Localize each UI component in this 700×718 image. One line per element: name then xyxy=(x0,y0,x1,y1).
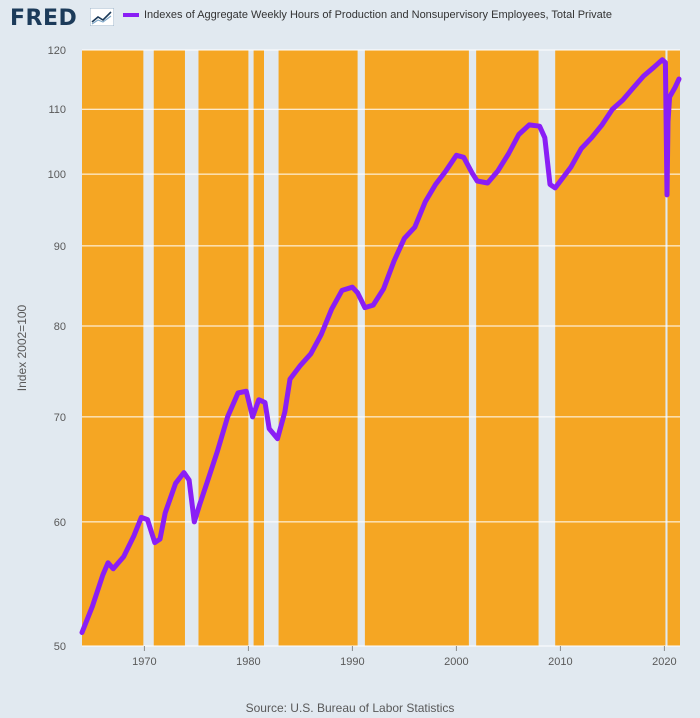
x-tick-label: 2020 xyxy=(652,656,676,668)
legend[interactable]: Indexes of Aggregate Weekly Hours of Pro… xyxy=(123,9,612,21)
x-tick-label: 1990 xyxy=(340,656,364,668)
y-axis-label: Index 2002=100 xyxy=(15,304,29,391)
recession-band xyxy=(665,50,668,646)
recession-band xyxy=(468,50,477,646)
x-tick-label: 2010 xyxy=(548,656,572,668)
recession-band xyxy=(184,50,199,646)
legend-swatch xyxy=(123,13,139,17)
fred-logo-graph-icon xyxy=(90,8,114,26)
y-tick-label: 110 xyxy=(48,104,66,116)
legend-label: Indexes of Aggregate Weekly Hours of Pro… xyxy=(144,9,612,21)
recession-band xyxy=(538,50,556,646)
y-tick-label: 50 xyxy=(54,641,66,653)
recession-band xyxy=(357,50,365,646)
series-line xyxy=(79,57,682,635)
source-note: Source: U.S. Bureau of Labor Statistics xyxy=(245,701,455,715)
x-tick-label: 1980 xyxy=(236,656,260,668)
y-tick-label: 80 xyxy=(54,321,66,333)
y-tick-label: 120 xyxy=(48,45,66,57)
x-tick-label: 2000 xyxy=(444,656,468,668)
fred-logo: FRED xyxy=(10,6,78,31)
y-tick-label: 90 xyxy=(54,241,66,253)
chart-header: FRED Indexes of Aggregate Weekly Hours o… xyxy=(0,0,700,40)
y-tick-label: 100 xyxy=(48,169,66,181)
y-tick-label: 60 xyxy=(54,517,66,529)
x-tick-label: 1970 xyxy=(132,656,156,668)
y-tick-label: 70 xyxy=(54,412,66,424)
recession-band xyxy=(264,50,279,646)
recession-band xyxy=(143,50,154,646)
recession-band xyxy=(248,50,254,646)
